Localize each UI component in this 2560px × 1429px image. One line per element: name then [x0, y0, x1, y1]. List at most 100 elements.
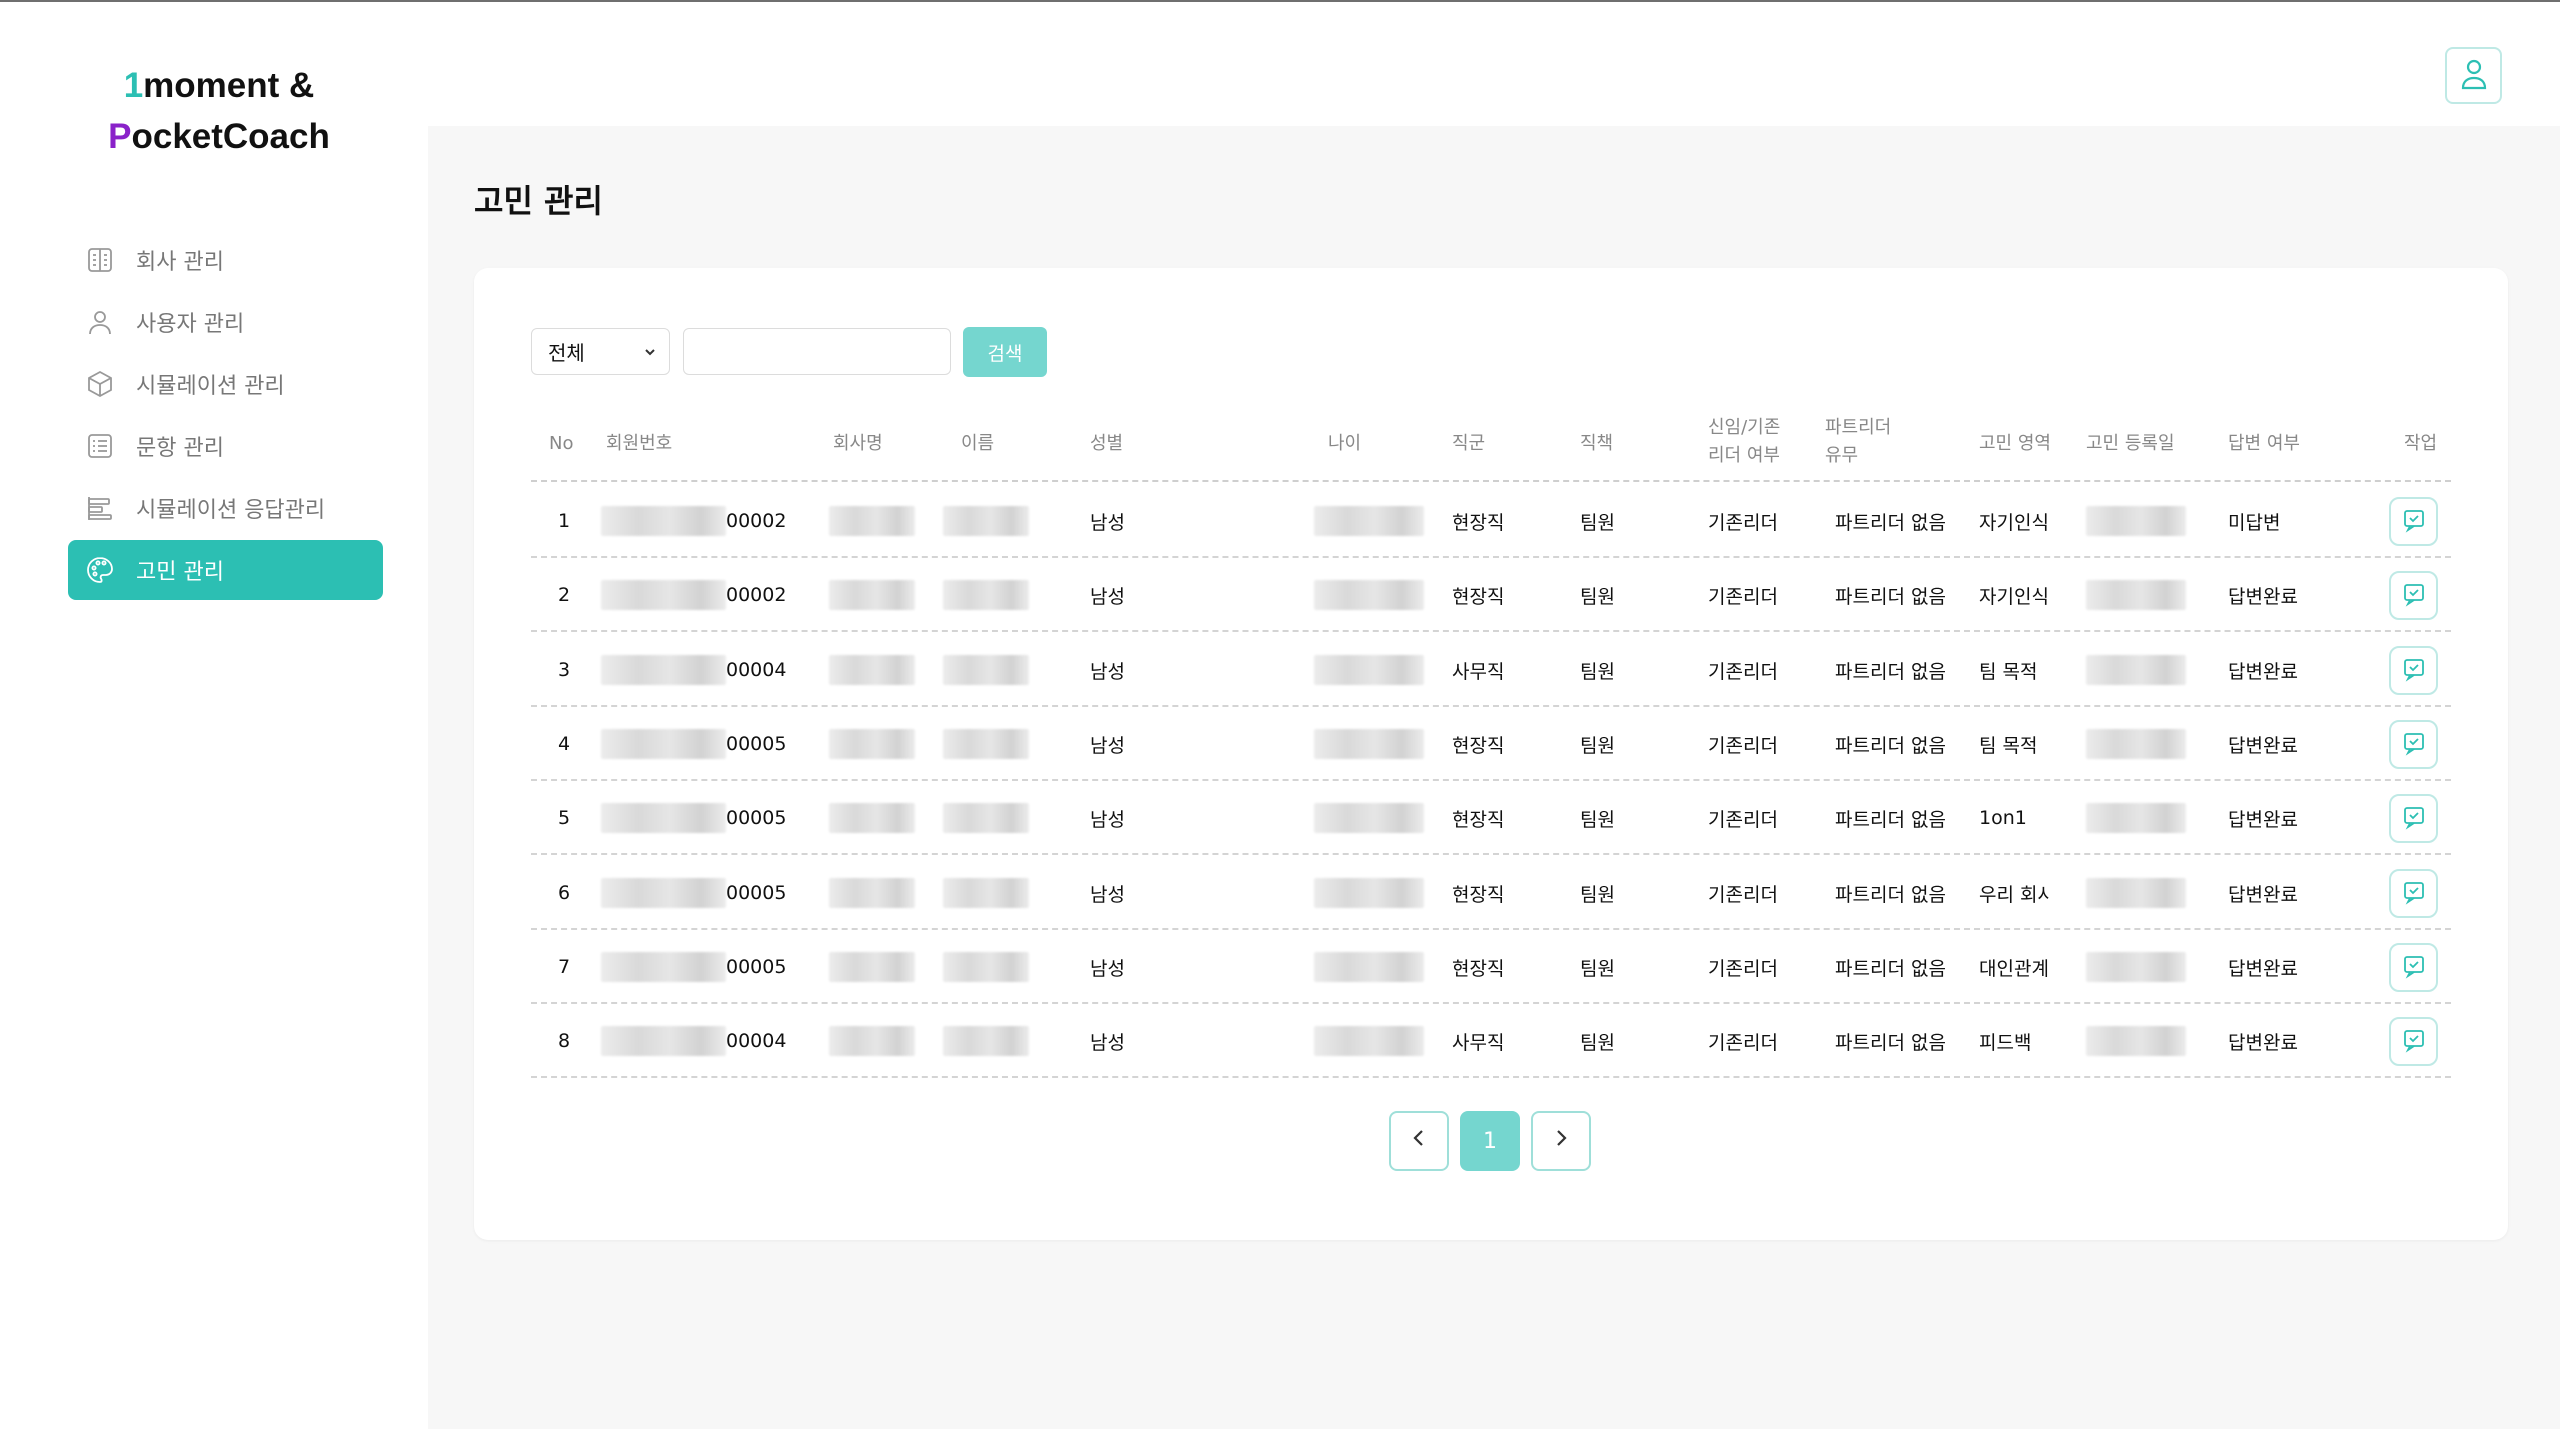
filter-select[interactable]: 전체: [531, 328, 670, 375]
sidebar-item-label: 회사 관리: [136, 250, 224, 275]
cell-area: 1on1: [1979, 807, 2027, 829]
cell-answer: 답변완료: [2228, 585, 2298, 608]
th-action: 작업: [2404, 433, 2438, 454]
cell-position: 팀원: [1580, 1031, 1615, 1054]
sidebar-item-concerns[interactable]: 고민 관리: [68, 540, 383, 600]
cell-gender: 남성: [1090, 883, 1125, 906]
cell-gender: 남성: [1090, 511, 1125, 534]
redacted-value: [601, 506, 726, 536]
message-check-icon: [2401, 656, 2427, 686]
row-action-button[interactable]: [2389, 794, 2438, 843]
chevron-left-icon: [1408, 1127, 1430, 1155]
row-action-button[interactable]: [2389, 943, 2438, 992]
cell-member-id: 00002: [726, 510, 787, 532]
redacted-value: [601, 1026, 726, 1056]
table-row: 8 00004 남성 사무직 팀원 기존리더 파트리더 없음 피드백 답변완료: [531, 1004, 2451, 1078]
row-action-button[interactable]: [2389, 497, 2438, 546]
cell-area: 우리 회사: [1979, 883, 2049, 906]
table-row: 3 00004 남성 사무직 팀원 기존리더 파트리더 없음 팀 목적 답변완료: [531, 633, 2451, 707]
cell-position: 팀원: [1580, 883, 1615, 906]
cell-answer: 답변완료: [2228, 883, 2298, 906]
cell-gender: 남성: [1090, 957, 1125, 980]
redacted-value: [943, 729, 1029, 759]
th-partner-line1: 파트리더: [1825, 417, 1892, 438]
th-leader-type-line1: 신임/기존: [1708, 417, 1781, 438]
th-partner-line2: 유무: [1825, 445, 1859, 466]
sidebar-item-label: 시뮬레이션 관리: [136, 374, 285, 399]
redacted-value: [1314, 952, 1424, 982]
th-age: 나이: [1328, 433, 1362, 454]
row-action-button[interactable]: [2389, 1017, 2438, 1066]
cell-no: 8: [557, 1030, 571, 1052]
sidebar-item-label: 사용자 관리: [136, 312, 245, 337]
cell-area: 피드백: [1979, 1031, 2032, 1054]
th-job-group: 직군: [1452, 433, 1486, 454]
cell-leader-type: 기존리더: [1708, 957, 1778, 980]
cell-answer: 답변완료: [2228, 957, 2298, 980]
th-member-id: 회원번호: [606, 433, 673, 454]
sidebar-item-sim-responses[interactable]: 시뮬레이션 응답관리: [68, 478, 383, 538]
cell-partner: 파트리더 없음: [1835, 883, 1946, 906]
search-input[interactable]: [683, 328, 951, 375]
cell-area: 팀 목적: [1979, 734, 2038, 757]
logo-initial-1: 1: [123, 66, 144, 105]
th-area: 고민 영역: [1979, 433, 2051, 454]
sidebar-menu: 회사 관리 사용자 관리 시뮬레이션 관리 문항 관리 시뮬레이션 응답관리: [68, 230, 383, 602]
search-button[interactable]: 검색: [963, 327, 1047, 377]
cell-partner: 파트리더 없음: [1835, 957, 1946, 980]
redacted-value: [943, 952, 1029, 982]
th-leader-type-line2: 리더 여부: [1708, 445, 1780, 466]
bars-icon: [84, 492, 116, 524]
message-check-icon: [2401, 879, 2427, 909]
brand-logo[interactable]: 1moment & PocketCoach: [0, 60, 438, 162]
cell-leader-type: 기존리더: [1708, 734, 1778, 757]
th-gender: 성별: [1090, 433, 1124, 454]
row-action-button[interactable]: [2389, 646, 2438, 695]
th-leader-type: 신임/기존 리더 여부: [1708, 414, 1780, 470]
redacted-value: [601, 580, 726, 610]
cell-job-group: 현장직: [1452, 957, 1505, 980]
cell-member-id: 00005: [726, 733, 787, 755]
cell-position: 팀원: [1580, 585, 1615, 608]
pagination-prev-button[interactable]: [1389, 1111, 1449, 1171]
cell-leader-type: 기존리더: [1708, 1031, 1778, 1054]
sidebar-item-company[interactable]: 회사 관리: [68, 230, 383, 290]
cell-leader-type: 기존리더: [1708, 511, 1778, 534]
cell-area: 자기인식: [1979, 585, 2049, 608]
th-no: No: [549, 433, 574, 454]
user-profile-button[interactable]: [2445, 47, 2502, 104]
message-check-icon: [2401, 953, 2427, 983]
cell-position: 팀원: [1580, 660, 1615, 683]
th-name: 이름: [961, 433, 995, 454]
pagination-next-button[interactable]: [1531, 1111, 1591, 1171]
filter-select-value: 전체: [548, 341, 585, 365]
row-action-button[interactable]: [2389, 720, 2438, 769]
cell-gender: 남성: [1090, 808, 1125, 831]
redacted-value: [829, 506, 915, 536]
row-action-button[interactable]: [2389, 571, 2438, 620]
redacted-value: [829, 729, 915, 759]
message-check-icon: [2401, 804, 2427, 834]
table-row: 5 00005 남성 현장직 팀원 기존리더 파트리더 없음 1on1 답변완료: [531, 781, 2451, 855]
sidebar-item-label: 시뮬레이션 응답관리: [136, 498, 326, 523]
cell-gender: 남성: [1090, 1031, 1125, 1054]
redacted-value: [1314, 655, 1424, 685]
sidebar-item-users[interactable]: 사용자 관리: [68, 292, 383, 352]
table-header: No 회원번호 회사명 이름 성별 나이 직군 직책 신임/기존 리더 여부 파…: [531, 408, 2451, 482]
redacted-value: [2086, 580, 2186, 610]
cell-partner: 파트리더 없음: [1835, 585, 1946, 608]
palette-icon: [84, 554, 116, 586]
sidebar-item-questions[interactable]: 문항 관리: [68, 416, 383, 476]
sidebar-item-simulation[interactable]: 시뮬레이션 관리: [68, 354, 383, 414]
pagination-page-current[interactable]: 1: [1460, 1111, 1520, 1171]
redacted-value: [829, 952, 915, 982]
cell-job-group: 사무직: [1452, 660, 1505, 683]
redacted-value: [943, 878, 1029, 908]
cell-member-id: 00004: [726, 659, 787, 681]
table-row: 2 00002 남성 현장직 팀원 기존리더 파트리더 없음 자기인식 답변완료: [531, 558, 2451, 632]
cell-answer: 답변완료: [2228, 734, 2298, 757]
row-action-button[interactable]: [2389, 869, 2438, 918]
redacted-value: [2086, 803, 2186, 833]
cell-job-group: 사무직: [1452, 1031, 1505, 1054]
cell-partner: 파트리더 없음: [1835, 511, 1946, 534]
